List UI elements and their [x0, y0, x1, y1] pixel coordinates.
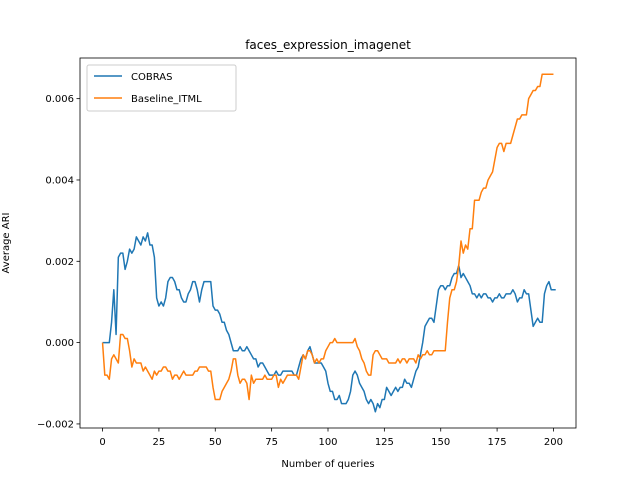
- series-layer: [101, 73, 556, 413]
- x-axis-label: Number of queries: [281, 459, 374, 470]
- series-line-cobras: [102, 232, 556, 413]
- y-tick-label: 0.002: [45, 257, 74, 268]
- y-tick-label: −0.002: [37, 419, 74, 430]
- y-tick-label: 0.000: [45, 338, 74, 349]
- x-tick-label: 125: [375, 437, 394, 448]
- legend: COBRAS Baseline_ITML: [86, 64, 237, 112]
- y-tick-label: 0.004: [45, 175, 74, 186]
- x-tick-label: 75: [265, 437, 278, 448]
- y-axis-label: Average ARI: [1, 213, 12, 274]
- legend-box: [86, 64, 237, 112]
- x-tick-label: 150: [431, 437, 450, 448]
- chart-title: faces_expression_imagenet: [245, 38, 411, 52]
- x-tick-label: 25: [153, 437, 166, 448]
- x-tick-label: 100: [318, 437, 337, 448]
- x-tick-label: 200: [544, 437, 563, 448]
- x-axis: 0 25 50 75 100 125 150 175 200: [99, 428, 563, 448]
- y-tick-label: 0.006: [45, 94, 74, 105]
- series-line-baseline-itml: [101, 73, 554, 401]
- x-tick-label: 50: [209, 437, 222, 448]
- x-tick-label: 175: [488, 437, 507, 448]
- legend-label-cobras: COBRAS: [131, 72, 172, 83]
- x-tick-label: 0: [99, 437, 105, 448]
- y-axis: −0.002 0.000 0.002 0.004 0.006: [37, 94, 80, 430]
- legend-label-baseline-itml: Baseline_ITML: [131, 94, 202, 105]
